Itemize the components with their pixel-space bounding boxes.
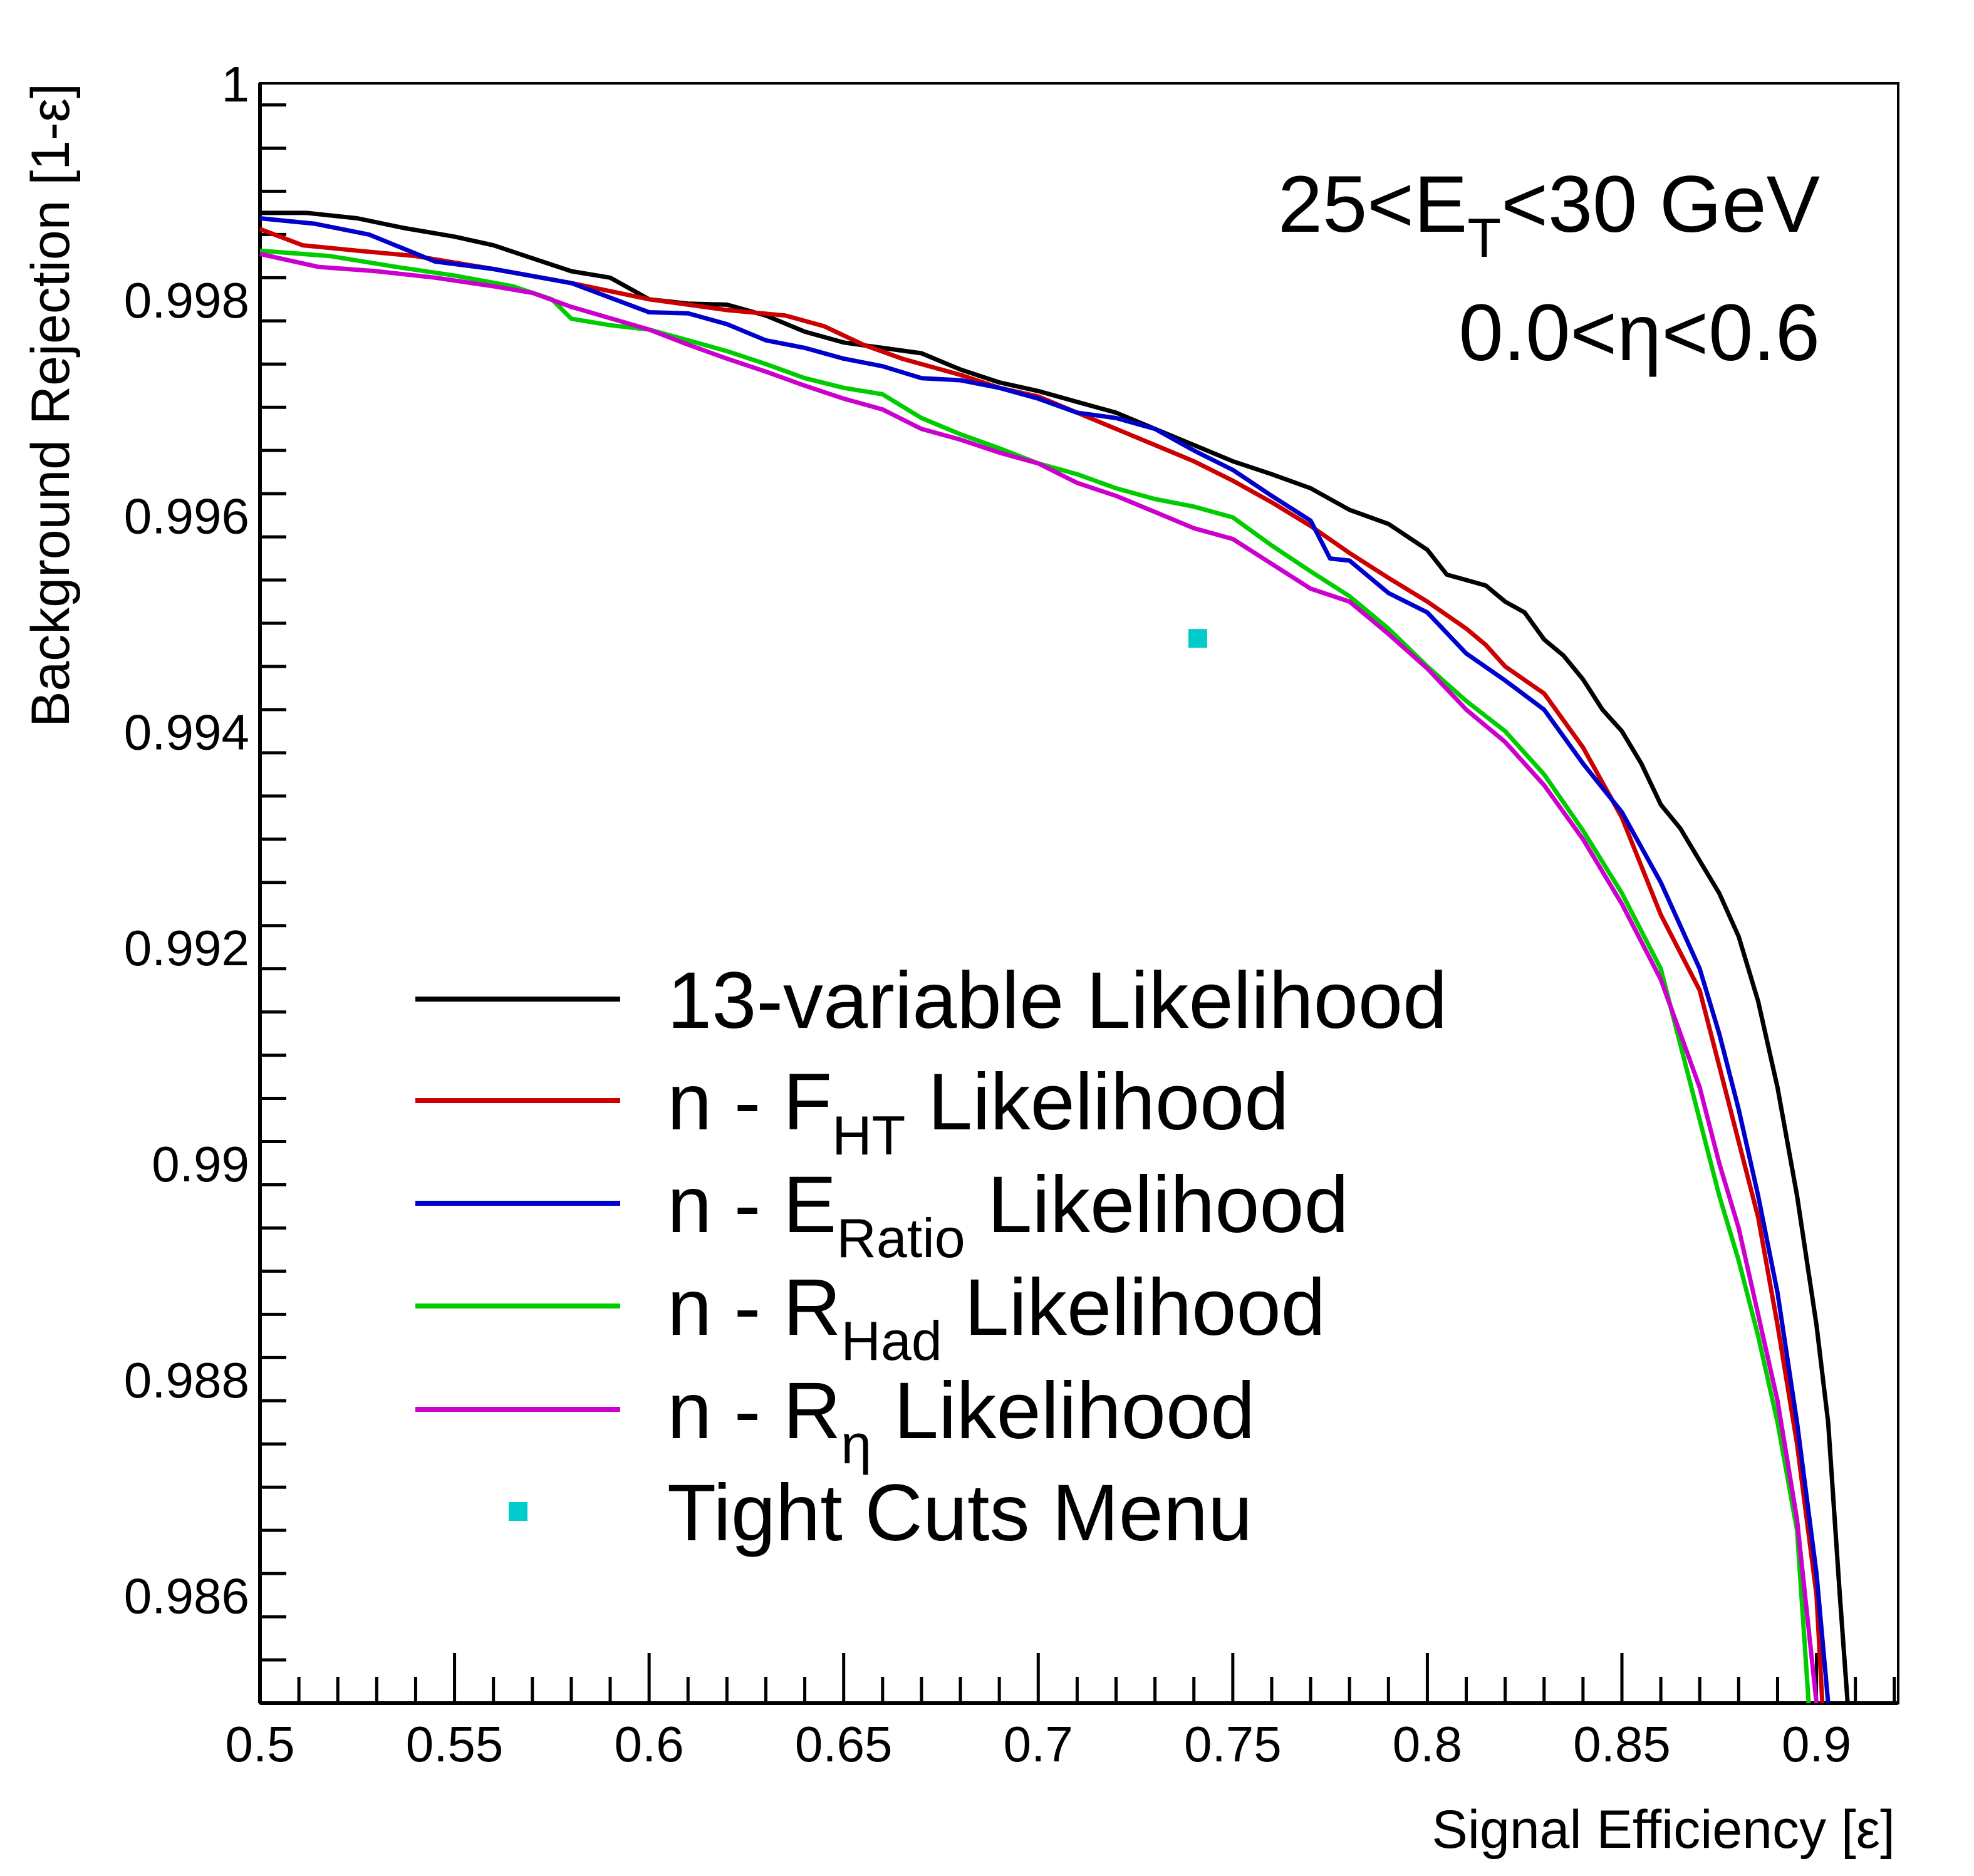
y-axis-tick-labels: 0.986 0.988 0.99 0.992 0.994 0.996 0.998 1 — [124, 56, 249, 1624]
markers — [1188, 629, 1207, 648]
legend: 13-variable Likelihood n - FHT Likelihood… — [415, 956, 1447, 1558]
tight-cuts-marker — [1188, 629, 1207, 648]
y-tick-label: 1 — [222, 56, 250, 112]
x-tick-label: 0.8 — [1393, 1716, 1462, 1772]
y-tick-label: 0.986 — [124, 1568, 249, 1624]
x-axis-label: Signal Efficiency [ε] — [1432, 1800, 1895, 1860]
legend-label: 13-variable Likelihood — [667, 956, 1447, 1045]
x-tick-label: 0.6 — [615, 1716, 684, 1772]
legend-marker — [509, 1502, 527, 1521]
y-tick-label: 0.998 — [124, 272, 249, 328]
x-axis-ticks — [258, 1653, 1896, 1703]
legend-label: n - FHT Likelihood — [667, 1057, 1289, 1166]
et-range-annotation: 25<ET<30 GeV — [1278, 160, 1820, 269]
x-tick-label: 0.55 — [406, 1716, 504, 1772]
x-tick-label: 0.7 — [1004, 1716, 1073, 1772]
legend-label: n - RHad Likelihood — [667, 1263, 1326, 1372]
y-axis-label: Background Rejection [1-ε] — [21, 83, 81, 727]
x-tick-label: 0.9 — [1782, 1716, 1851, 1772]
series-line-5 — [259, 251, 1819, 1704]
et-range-tail: <30 GeV — [1501, 160, 1820, 249]
et-range-sub: T — [1467, 207, 1501, 269]
legend-label: n - ERatio Likelihood — [667, 1160, 1349, 1269]
legend-label: n - Rη Likelihood — [667, 1366, 1255, 1475]
series-line-1 — [260, 210, 1850, 1704]
y-tick-label: 0.994 — [124, 704, 249, 760]
series-line-3 — [259, 216, 1831, 1704]
x-axis-tick-labels: 0.5 0.55 0.6 0.65 0.7 0.75 0.8 0.85 0.9 — [225, 1716, 1851, 1772]
y-tick-label: 0.992 — [124, 920, 249, 976]
x-tick-label: 0.85 — [1573, 1716, 1671, 1772]
x-tick-label: 0.75 — [1184, 1716, 1282, 1772]
series-lines — [259, 210, 1850, 1704]
y-tick-label: 0.988 — [124, 1352, 249, 1408]
x-tick-label: 0.5 — [225, 1716, 294, 1772]
legend-label: Tight Cuts Menu — [667, 1468, 1252, 1558]
eta-range-annotation: 0.0<η<0.6 — [1458, 288, 1820, 378]
y-tick-label: 0.99 — [152, 1136, 249, 1192]
y-axis-ticks — [260, 103, 286, 1705]
et-range-base: 25<E — [1278, 160, 1468, 249]
series-line-2 — [259, 227, 1825, 1704]
x-tick-label: 0.65 — [795, 1716, 893, 1772]
series-line-4 — [259, 248, 1811, 1704]
y-tick-label: 0.996 — [124, 489, 249, 544]
